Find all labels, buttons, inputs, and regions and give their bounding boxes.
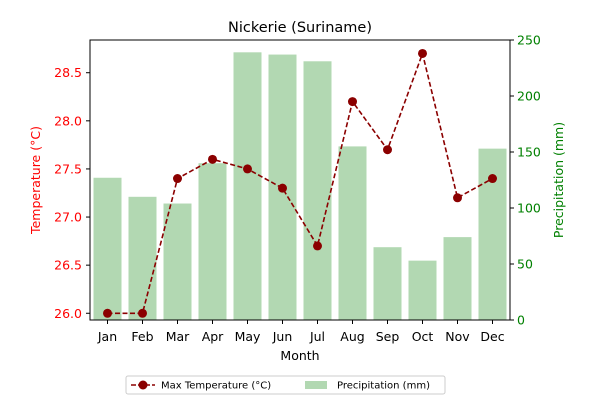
x-tick-label: Nov bbox=[445, 329, 470, 344]
temperature-point-sep bbox=[383, 145, 392, 155]
x-tick-label: Oct bbox=[412, 329, 434, 344]
x-tick-label: Jun bbox=[272, 329, 293, 344]
x-tick-label: Apr bbox=[202, 329, 224, 344]
temperature-point-may bbox=[243, 164, 252, 174]
left-y-tick-label: 27.5 bbox=[54, 161, 82, 176]
left-y-tick-label: 28.0 bbox=[54, 113, 82, 128]
plot-frame bbox=[89, 39, 511, 321]
legend: Max Temperature (°C) Precipitation (mm) bbox=[125, 375, 446, 395]
chart-title: Nickerie (Suriname) bbox=[228, 20, 372, 36]
x-tick-label: May bbox=[235, 329, 261, 344]
x-axis-label: Month bbox=[280, 348, 319, 363]
legend-frame bbox=[125, 375, 446, 395]
right-y-axis-label: Precipitation (mm) bbox=[551, 122, 566, 238]
temperature-point-mar bbox=[173, 174, 182, 184]
temperature-point-jun bbox=[278, 183, 287, 193]
right-y-tick-label: 100 bbox=[517, 201, 541, 216]
right-y-tick-label: 0 bbox=[517, 313, 525, 328]
right-y-tick-label: 150 bbox=[517, 145, 541, 160]
left-y-axis: 26.0 26.5 27.0 27.5 28.0 28.5 bbox=[54, 65, 90, 321]
bars-layer bbox=[93, 52, 507, 321]
precip-bar-may bbox=[233, 52, 262, 320]
left-y-tick-label: 27.0 bbox=[54, 210, 82, 225]
precip-bar-jan bbox=[93, 177, 122, 320]
temperature-point-jul bbox=[313, 241, 322, 251]
x-tick-label: Dec bbox=[480, 329, 504, 344]
right-y-tick-label: 50 bbox=[517, 257, 533, 272]
legend-bar-swatch bbox=[305, 381, 327, 389]
precip-bar-oct bbox=[408, 260, 437, 320]
precip-bar-sep bbox=[373, 247, 402, 320]
left-y-tick-label: 26.0 bbox=[54, 306, 82, 321]
temperature-point-oct bbox=[418, 48, 427, 58]
right-y-axis: 0 50 100 150 200 250 bbox=[510, 33, 541, 328]
temperature-point-feb bbox=[138, 308, 147, 318]
precip-bar-aug bbox=[338, 146, 367, 320]
x-axis: Jan Feb Mar Apr May Jun Jul Aug Sep Oct Nov Dec bbox=[97, 320, 505, 344]
precip-bar-jul bbox=[303, 61, 332, 320]
x-tick-label: Mar bbox=[166, 329, 190, 344]
temperature-point-aug bbox=[348, 97, 357, 107]
legend-label-temperature: Max Temperature (°C) bbox=[161, 381, 271, 392]
line-layer bbox=[103, 48, 497, 318]
x-tick-label: Jan bbox=[97, 329, 117, 344]
precip-bar-nov bbox=[443, 237, 472, 320]
x-tick-label: Jul bbox=[309, 329, 325, 344]
left-y-axis-label: Temperature (°C) bbox=[28, 126, 43, 235]
precip-bar-feb bbox=[128, 196, 157, 320]
x-tick-label: Feb bbox=[131, 329, 153, 344]
left-y-tick-label: 26.5 bbox=[54, 258, 82, 273]
legend-label-precipitation: Precipitation (mm) bbox=[337, 381, 430, 392]
x-tick-label: Aug bbox=[340, 329, 364, 344]
temperature-point-jan bbox=[103, 308, 112, 318]
x-tick-label: Sep bbox=[376, 329, 400, 344]
temperature-point-dec bbox=[488, 174, 497, 184]
temperature-point-apr bbox=[208, 154, 217, 164]
temperature-point-nov bbox=[453, 193, 462, 203]
precip-bar-mar bbox=[163, 203, 192, 320]
right-y-tick-label: 200 bbox=[517, 89, 541, 104]
legend-marker-swatch bbox=[138, 380, 148, 390]
temperature-line bbox=[107, 50, 493, 315]
left-y-tick-label: 28.5 bbox=[54, 65, 82, 80]
precip-bar-apr bbox=[198, 163, 227, 320]
right-y-tick-label: 250 bbox=[517, 33, 541, 48]
